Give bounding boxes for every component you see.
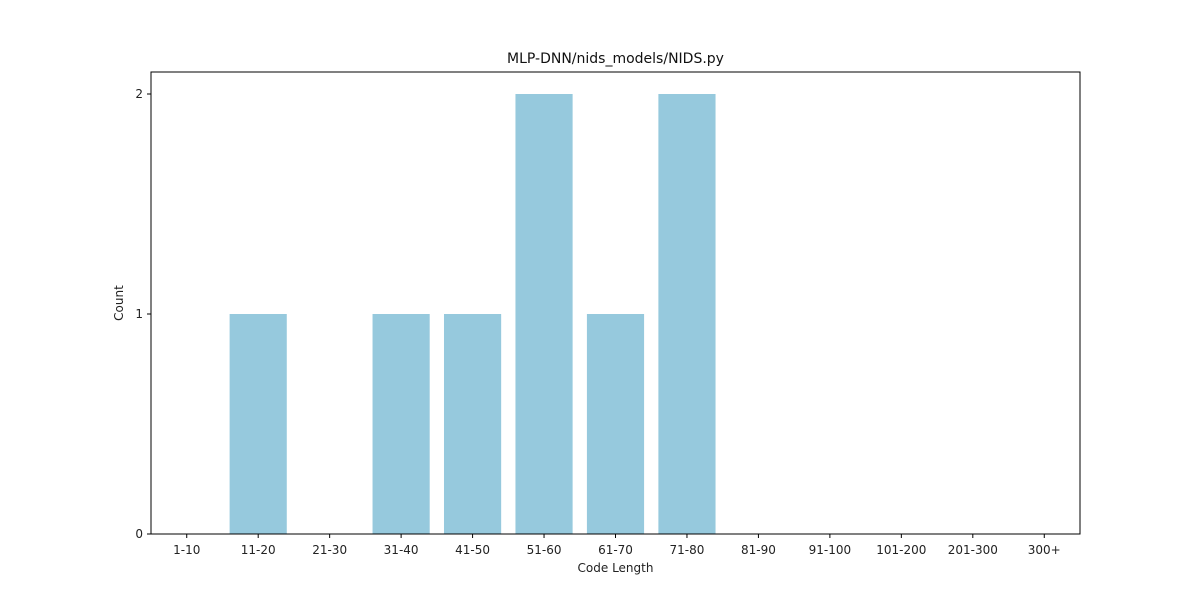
x-tick-label: 21-30: [312, 543, 347, 557]
bar-61-70: [586, 314, 645, 534]
bar-71-80: [658, 94, 716, 534]
bar-51-60: [515, 94, 573, 534]
y-tick-label: 0: [135, 527, 143, 541]
x-tick-label: 61-70: [598, 543, 633, 557]
y-axis-ticks: 0 1 2: [135, 87, 151, 541]
bar-11-20: [229, 314, 287, 534]
chart-title: MLP-DNN/nids_models/NIDS.py: [507, 51, 724, 67]
x-axis-ticks: 1-10 11-20 21-30 31-40 41-50 51-60 61-70 71-80 8…: [173, 534, 1061, 557]
x-tick-label: 91-100: [809, 543, 852, 557]
x-tick-label: 51-60: [527, 543, 562, 557]
bars-group: [229, 94, 716, 534]
bar-41-50: [443, 314, 502, 534]
x-tick-label: 101-200: [876, 543, 926, 557]
x-tick-label: 31-40: [384, 543, 419, 557]
x-tick-label: 201-300: [948, 543, 998, 557]
x-tick-label: 41-50: [455, 543, 490, 557]
x-tick-label: 71-80: [670, 543, 705, 557]
x-tick-label: 81-90: [741, 543, 776, 557]
y-tick-label: 1: [135, 307, 143, 321]
x-tick-label: 1-10: [173, 543, 200, 557]
bar-31-40: [372, 314, 430, 534]
y-axis-label: Count: [112, 285, 126, 321]
y-tick-label: 2: [135, 87, 143, 101]
x-tick-label: 11-20: [241, 543, 276, 557]
x-tick-label: 300+: [1028, 543, 1061, 557]
x-axis-label: Code Length: [578, 561, 654, 575]
